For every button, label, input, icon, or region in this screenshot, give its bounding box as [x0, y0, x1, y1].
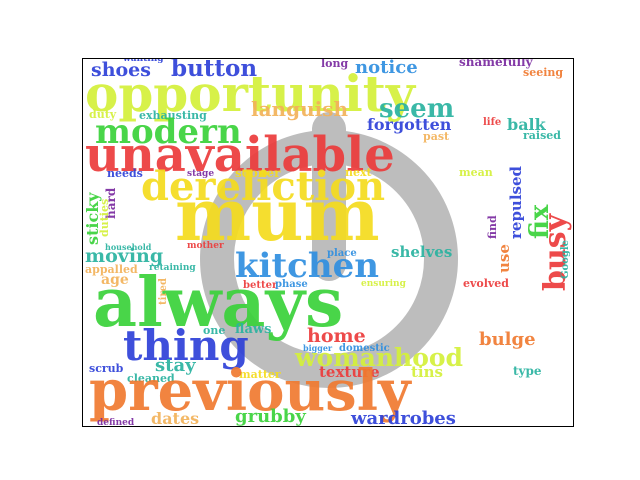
word-use: use: [495, 244, 513, 273]
word-dates: dates: [151, 409, 200, 427]
word-retaining: retaining: [149, 263, 196, 273]
word-modern: modern: [95, 112, 242, 152]
word-type: type: [513, 364, 542, 378]
word-needs: needs: [107, 167, 143, 180]
word-duties: duties: [98, 198, 111, 237]
word-shelves: shelves: [391, 243, 453, 261]
word-shamefully: shamefully: [459, 58, 533, 69]
word-mum: mum: [175, 172, 380, 257]
word-evolved: evolved: [463, 277, 509, 290]
word-tired: tired: [158, 277, 169, 305]
word-moving: moving: [85, 245, 164, 267]
word-wanting: wanting: [123, 58, 164, 64]
word-domestic: domestic: [339, 343, 390, 354]
word-one: one: [203, 324, 226, 337]
word-always: always: [93, 263, 344, 343]
word-balk: balk: [507, 115, 546, 134]
word-seem: seem: [379, 94, 455, 124]
word-long: long: [321, 58, 349, 70]
word-scrub: scrub: [89, 362, 124, 375]
word-unavailable: unavailable: [85, 127, 395, 183]
word-phase: phase: [275, 279, 308, 290]
word-household: household: [105, 242, 152, 252]
word-cleaned: cleaned: [127, 372, 175, 385]
word-find: find: [486, 215, 499, 239]
word-matter: matter: [239, 368, 281, 381]
word-ensuring: ensuring: [361, 279, 406, 289]
word-stage: stage: [187, 169, 215, 179]
word-opportunity: opportunity: [85, 64, 415, 123]
word-grubby: grubby: [235, 406, 306, 427]
word-flaws: flaws: [235, 322, 272, 337]
word-past: past: [423, 130, 450, 143]
word-seeing: seeing: [523, 66, 564, 79]
word-forgotten: forgotten: [367, 115, 452, 134]
word-notice: notice: [355, 58, 418, 78]
word-previously: previously: [89, 358, 411, 424]
power-icon: [200, 112, 458, 388]
word-mean: mean: [459, 166, 493, 179]
word-kitchen: kitchen: [235, 246, 379, 286]
word-wardrobes: wardrobes: [351, 408, 456, 427]
word-raised: raised: [523, 129, 561, 142]
word-appalled: appalled: [85, 263, 138, 276]
word-repulsed: repulsed: [507, 165, 525, 239]
word-tins: tins: [411, 363, 443, 381]
word-texture: texture: [319, 363, 380, 381]
word-stay: stay: [155, 355, 196, 376]
word-thing: thing: [123, 321, 249, 370]
word-button: button: [171, 58, 258, 82]
word-cloud-frame: wanting shoes button long notice shamefu…: [82, 58, 574, 427]
word-shoes: shoes: [91, 59, 151, 81]
word-duty: duty: [89, 108, 117, 121]
word-place: place: [327, 248, 357, 259]
word-bulge: bulge: [479, 329, 536, 350]
word-sooner: sooner: [235, 166, 281, 180]
word-age: age: [101, 272, 129, 288]
word-exhausting: exhausting: [139, 109, 207, 122]
word-dereliction: dereliction: [141, 163, 386, 210]
word-defined: defined: [97, 418, 135, 427]
power-icon-shape: [200, 112, 458, 388]
word-google: Google: [560, 239, 571, 279]
word-womanhood: womanhood: [295, 343, 464, 372]
word-life: life: [483, 117, 502, 128]
word-bigger: bigger: [303, 343, 333, 353]
word-languish: languish: [251, 97, 349, 121]
word-mother: mother: [187, 241, 224, 251]
word-home: home: [307, 325, 366, 347]
word-next: next: [345, 166, 372, 179]
word-better: better: [243, 280, 278, 291]
